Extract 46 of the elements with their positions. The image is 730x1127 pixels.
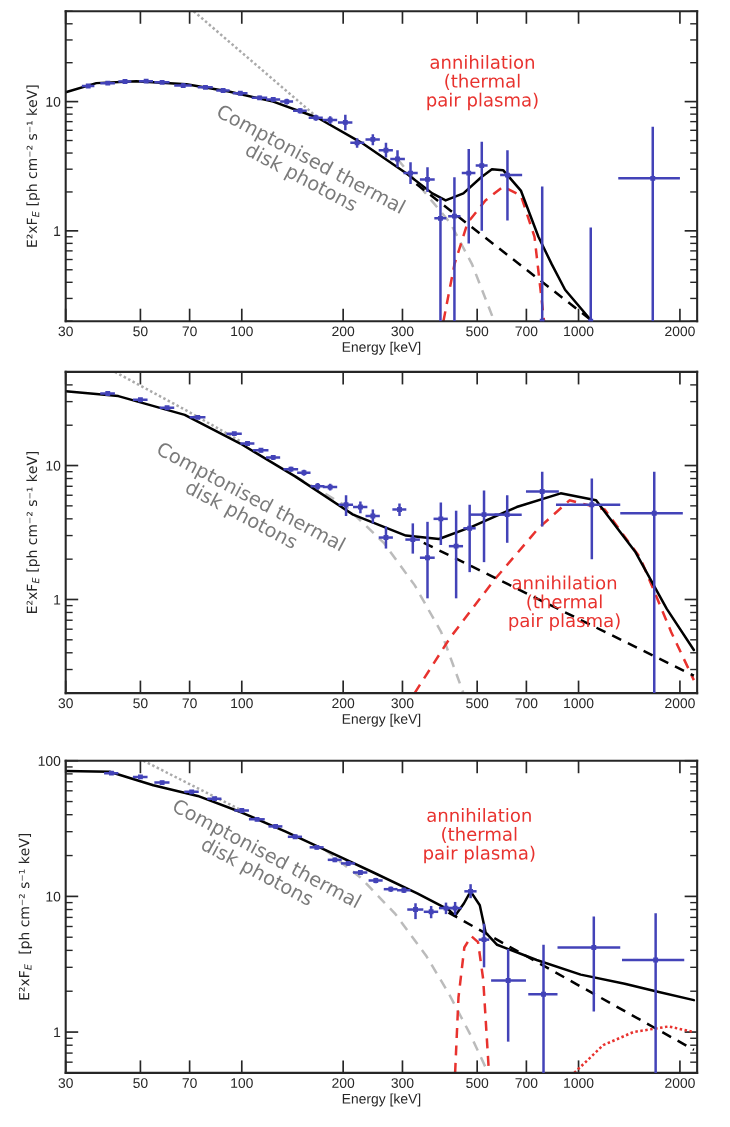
x-tick-label: 700 — [515, 1078, 538, 1088]
x-tick-label: 30 — [58, 1078, 73, 1088]
x-tick-label: 30 — [58, 698, 73, 709]
x-tick-label: 30 — [58, 326, 73, 337]
y-tick-label: 1 — [54, 226, 61, 236]
x-tick-label: 700 — [515, 326, 538, 337]
x-tick-label: 100 — [231, 698, 253, 709]
x-tick-label: 1000 — [564, 698, 594, 709]
x-tick-label: 200 — [332, 1078, 355, 1088]
x-axis-title: Energy [keV] — [342, 713, 421, 727]
x-tick-label: 300 — [391, 698, 414, 709]
x-tick-label: 50 — [133, 698, 148, 709]
annotation: annihilation (thermal pair plasma) — [509, 575, 620, 631]
y-axis-title: E²xF$_{E}$ [ph cm⁻² s⁻¹ keV] — [26, 451, 40, 613]
x-tick-label: 200 — [332, 326, 355, 337]
x-tick-label: 300 — [391, 326, 414, 337]
x-tick-label: 2000 — [665, 698, 695, 709]
y-tick-label: 1 — [54, 594, 61, 605]
x-tick-label: 500 — [466, 1078, 489, 1088]
x-tick-label: 50 — [133, 1078, 148, 1088]
x-tick-label: 500 — [466, 326, 489, 337]
x-tick-label: 50 — [133, 326, 148, 337]
y-axis-title: E²xF$_{E}$ [ph cm⁻² s⁻¹ keV] — [18, 834, 33, 1000]
x-tick-label: 500 — [466, 698, 489, 709]
y-tick-label: 100 — [38, 756, 61, 766]
x-tick-label: 100 — [231, 1078, 253, 1088]
x-tick-label: 700 — [515, 698, 538, 709]
annotation: annihilation (thermal pair plasma) — [424, 808, 535, 864]
x-tick-label: 2000 — [665, 1078, 695, 1088]
annotation: annihilation (thermal pair plasma) — [427, 54, 538, 111]
x-tick-label: 70 — [182, 1078, 197, 1088]
x-axis-title: Energy [keV] — [342, 1093, 421, 1107]
y-tick-label: 10 — [46, 460, 61, 471]
x-tick-label: 300 — [391, 1078, 414, 1088]
y-axis-title: E²xF$_{E}$ [ph cm⁻² s⁻¹ keV] — [26, 85, 40, 247]
x-axis-title: Energy [keV] — [342, 341, 421, 355]
x-tick-label: 200 — [332, 698, 355, 709]
x-tick-label: 100 — [231, 326, 253, 337]
x-tick-label: 70 — [182, 326, 197, 337]
x-tick-label: 2000 — [665, 326, 695, 337]
x-tick-label: 1000 — [564, 326, 594, 337]
y-tick-label: 10 — [46, 96, 61, 107]
y-tick-label: 1 — [54, 1027, 61, 1038]
x-tick-label: 70 — [182, 698, 197, 709]
x-tick-label: 1000 — [564, 1078, 594, 1088]
y-tick-label: 10 — [46, 891, 61, 902]
